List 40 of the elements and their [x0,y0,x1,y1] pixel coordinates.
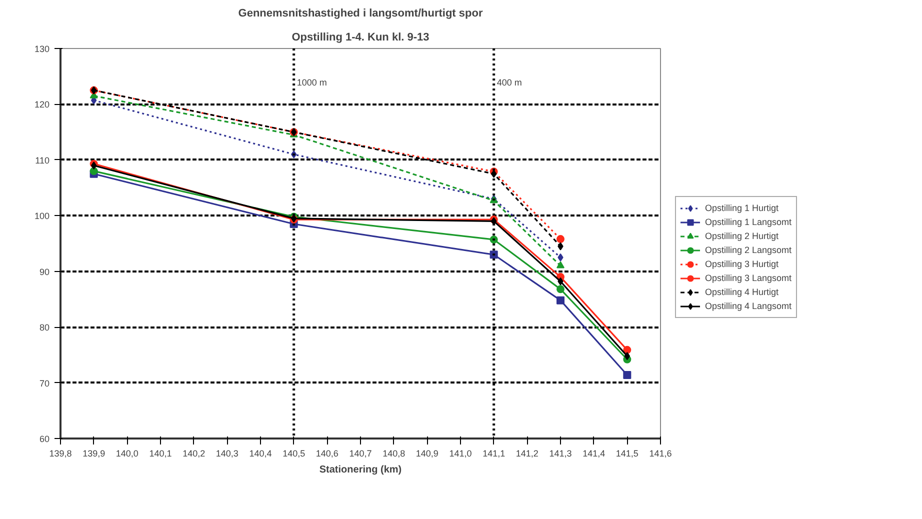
y-tick-label: 100 [34,211,50,222]
y-tick-label: 80 [39,322,50,333]
x-tick-label: 140,2 [182,448,206,458]
x-tick-label: 140,9 [416,448,438,458]
x-tick-label: 140,5 [282,448,306,458]
x-tick-label: 140,4 [249,448,272,458]
x-tick-label: 140,7 [349,448,372,458]
x-tick-label: 141,5 [616,448,638,458]
x-axis-title: Stationering (km) [319,464,402,476]
legend-label: Opstilling 2 Hurtigt [705,230,779,243]
x-tick-label: 141,2 [516,448,538,458]
y-tick-label: 70 [39,378,50,388]
x-tick-label: 139,8 [49,448,72,458]
x-tick-label: 139,9 [82,448,106,458]
x-tick-label: 141,4 [582,448,606,458]
x-tick-label: 140,1 [149,448,172,458]
chart-subtitle: Opstilling 1-4. Kun kl. 9-13 [292,32,430,44]
y-tick-label: 90 [39,266,50,277]
legend-label: Opstilling 3 Langsomt [705,272,792,285]
x-tick-label: 140,8 [382,448,406,458]
legend-label: Opstilling 4 Hurtigt [705,286,779,299]
ref-line-label: 1000 m [296,78,327,88]
legend-label: Opstilling 1 Langsomt [705,216,792,229]
x-tick-label: 140,3 [216,448,238,458]
legend-label: Opstilling 2 Langsomt [705,244,792,257]
y-tick-label: 120 [34,100,50,110]
legend-label: Opstilling 3 Hurtigt [705,258,779,271]
x-tick-label: 141,3 [549,448,572,458]
y-tick-label: 60 [39,434,50,444]
y-tick-label: 130 [34,44,50,54]
x-tick-label: 140,6 [316,448,338,458]
x-tick-label: 141,1 [482,448,506,458]
chart-title: Gennemsnitshastighed i langsomt/hurtigt spor [238,8,484,20]
ref-line-label: 400 m [496,78,522,88]
legend-label: Opstilling 4 Langsomt [705,300,792,313]
x-tick-label: 141,6 [649,448,672,458]
legend-label: Opstilling 1 Hurtigt [705,202,779,215]
x-tick-label: 140,0 [116,448,138,458]
y-tick-label: 110 [35,155,50,166]
x-tick-label: 141,0 [449,448,472,458]
